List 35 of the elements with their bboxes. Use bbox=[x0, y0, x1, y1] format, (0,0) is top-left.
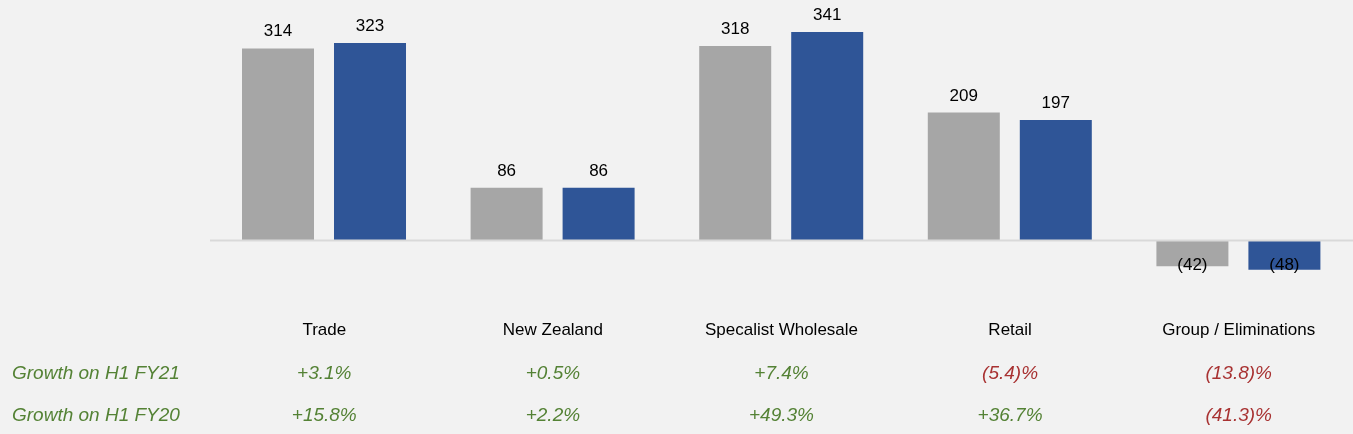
data-label: 318 bbox=[721, 18, 750, 38]
bar bbox=[242, 48, 314, 241]
bar bbox=[1019, 119, 1092, 241]
data-label: 209 bbox=[949, 85, 978, 105]
text: Growth on H1 FY21 bbox=[12, 362, 180, 384]
data-label: 86 bbox=[497, 160, 517, 180]
bar bbox=[334, 42, 406, 241]
text: +36.7% bbox=[976, 404, 1044, 426]
text: +0.5% bbox=[524, 362, 582, 384]
data-label: 197 bbox=[1041, 92, 1070, 112]
bar bbox=[470, 187, 543, 241]
x-tick-label: Specalist Wholesale bbox=[704, 320, 859, 340]
bar bbox=[791, 31, 864, 241]
x-tick-label: Group / Eliminations bbox=[1162, 320, 1316, 340]
data-label: 323 bbox=[355, 15, 385, 35]
data-label: 86 bbox=[589, 160, 609, 180]
bar bbox=[927, 112, 1000, 241]
text: (5.4)% bbox=[981, 362, 1040, 384]
data-label: 314 bbox=[263, 21, 293, 41]
data-label: (48) bbox=[1269, 255, 1300, 275]
data-label: 341 bbox=[813, 4, 842, 24]
x-tick-label: New Zealand bbox=[502, 320, 603, 340]
text: Growth on H1 FY20 bbox=[12, 404, 180, 426]
text: +49.3% bbox=[748, 404, 815, 426]
text: +7.4% bbox=[753, 362, 810, 384]
x-tick-label: Trade bbox=[302, 320, 347, 340]
text: +2.2% bbox=[524, 404, 582, 426]
text: (41.3)% bbox=[1204, 404, 1273, 426]
data-label: (42) bbox=[1177, 255, 1208, 275]
x-tick-label: Retail bbox=[988, 320, 1032, 340]
bar bbox=[699, 45, 772, 241]
text: (13.8)% bbox=[1204, 362, 1273, 384]
bar bbox=[562, 187, 635, 241]
text: +15.8% bbox=[290, 404, 358, 426]
text: +3.1% bbox=[296, 362, 353, 384]
